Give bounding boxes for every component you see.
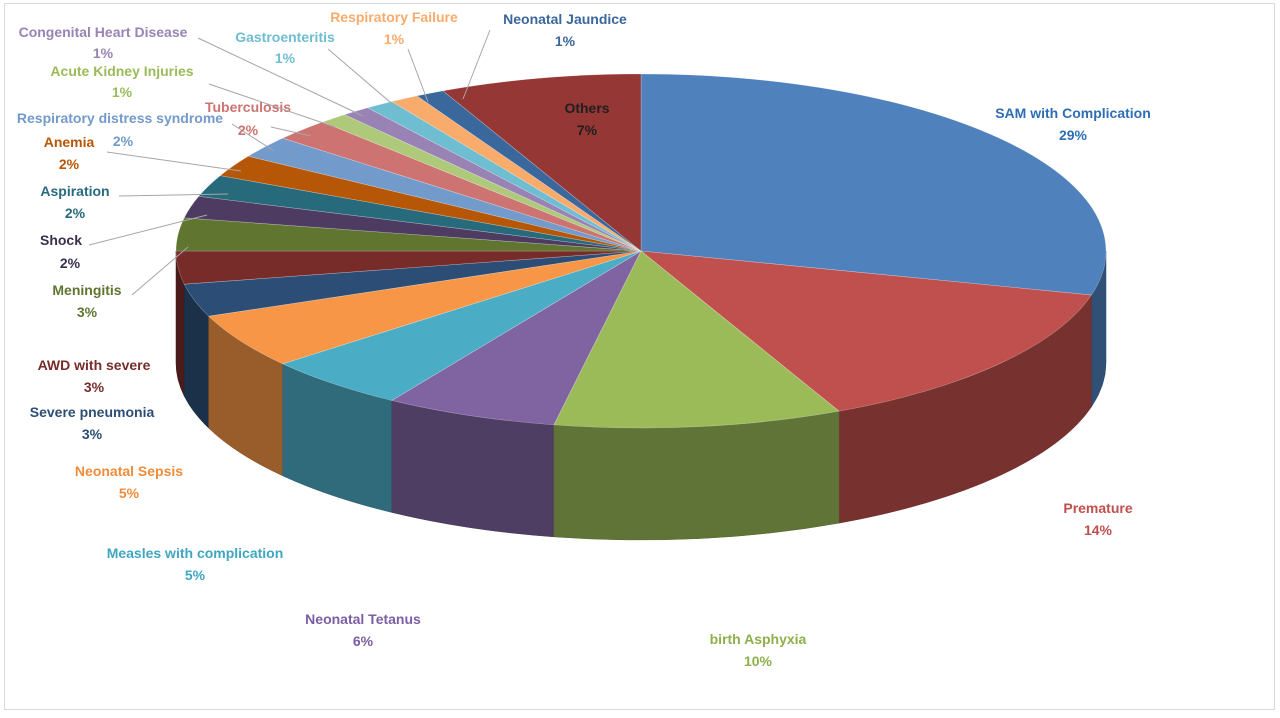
slice-percent-measles-with-complication: 5% (185, 567, 206, 583)
slice-label-premature: Premature (1063, 500, 1132, 516)
chart-frame: SAM with Complication 29% Premature 14% birt… (4, 3, 1275, 710)
pie-slice-meningitis[interactable] (175, 217, 642, 252)
slice-percent-aspiration: 2% (65, 205, 86, 221)
slice-label-birth-asphyxia: birth Asphyxia (710, 631, 807, 647)
leader-line-respiratory-failure (407, 48, 429, 103)
leader-line-shock (88, 214, 208, 246)
slice-percent-respiratory-failure: 1% (384, 31, 405, 47)
data-labels: SAM with Complication 29% Premature 14% birt… (17, 9, 1151, 669)
slice-percent-others: 7% (577, 122, 598, 138)
slice-percent-meningitis: 3% (77, 304, 98, 320)
pie-slice-severe-pneumonia[interactable] (183, 250, 642, 317)
slice-percent-sam-with-complication: 29% (1059, 127, 1088, 143)
slice-label-tuberculosis: Tuberculosis (205, 99, 291, 115)
slice-percent-tuberculosis: 2% (238, 122, 259, 138)
pie-side-birth-asphyxia (553, 410, 840, 541)
pie-slice-respiratory-failure[interactable] (391, 95, 642, 252)
slice-percent-gastroenteritis: 1% (275, 50, 296, 66)
slice-percent-neonatal-sepsis: 5% (119, 485, 140, 501)
pie-slice-others[interactable] (442, 73, 642, 252)
slice-percent-shock: 2% (60, 255, 81, 271)
slice-label-acute-kidney-injuries: Acute Kidney Injuries (50, 63, 193, 79)
leader-line-neonatal-jaundice (462, 29, 491, 100)
pie-slice-tuberculosis[interactable] (281, 121, 642, 252)
leader-line-acute-kidney-injuries (208, 83, 336, 128)
slice-label-aspiration: Aspiration (40, 183, 109, 199)
slice-percent-congenital-heart-disease: 1% (93, 45, 114, 61)
pie-slice-sam-with-complication[interactable] (640, 73, 1107, 296)
slice-percent-neonatal-jaundice: 1% (555, 33, 576, 49)
slice-label-respiratory-distress-syndrome: Respiratory distress syndrome (17, 110, 223, 126)
slice-label-shock: Shock (40, 232, 82, 248)
slice-percent-awd-with-severe: 3% (84, 379, 105, 395)
slice-percent-acute-kidney-injuries: 1% (112, 84, 133, 100)
slice-label-measles-with-complication: Measles with complication (107, 545, 284, 561)
slice-label-anemia: Anemia (44, 134, 95, 150)
pie-side-walls (175, 250, 1107, 541)
slice-percent-neonatal-tetanus: 6% (353, 633, 374, 649)
slice-label-neonatal-sepsis: Neonatal Sepsis (75, 463, 183, 479)
leader-line-aspiration (118, 193, 229, 197)
pie-slice-measles-with-complication[interactable] (281, 250, 642, 401)
leader-line-anemia (106, 151, 242, 172)
slice-label-neonatal-tetanus: Neonatal Tetanus (305, 611, 421, 627)
pie-slice-neonatal-sepsis[interactable] (208, 250, 642, 365)
slice-label-gastroenteritis: Gastroenteritis (235, 29, 335, 45)
pie-slice-neonatal-jaundice[interactable] (416, 90, 642, 252)
leader-line-meningitis (131, 246, 189, 296)
pie-slice-aspiration[interactable] (198, 175, 642, 252)
pie-slice-premature[interactable] (640, 250, 1092, 412)
leader-line-congenital-heart-disease (197, 37, 364, 117)
pie-slice-birth-asphyxia[interactable] (553, 250, 840, 429)
slice-label-awd-with-severe: AWD with severe (38, 357, 151, 373)
leader-line-gastroenteritis (327, 48, 398, 109)
slice-label-severe-pneumonia: Severe pneumonia (30, 404, 155, 420)
slice-percent-respiratory-distress-syndrome: 2% (113, 133, 134, 149)
pie-slice-congenital-heart-disease[interactable] (343, 107, 642, 252)
pie-chart: SAM with Complication 29% Premature 14% birt… (17, 9, 1151, 669)
slice-label-sam-with-complication: SAM with Complication (995, 105, 1151, 121)
slice-percent-birth-asphyxia: 10% (744, 653, 773, 669)
slice-percent-anemia: 2% (59, 156, 80, 172)
pie-slice-neonatal-tetanus[interactable] (391, 250, 642, 426)
pie-slice-awd-with-severe[interactable] (175, 250, 642, 285)
pie-slice-acute-kidney-injuries[interactable] (321, 114, 642, 252)
pie-slice-gastroenteritis[interactable] (366, 101, 642, 252)
leader-line-tuberculosis (270, 126, 312, 137)
slice-label-meningitis: Meningitis (52, 282, 121, 298)
slice-label-respiratory-failure: Respiratory Failure (330, 9, 458, 25)
slice-percent-severe-pneumonia: 3% (82, 426, 103, 442)
slice-label-others: Others (564, 100, 609, 116)
leader-line-respiratory-distress-syndrome (231, 123, 275, 152)
pie-slice-shock[interactable] (183, 195, 642, 252)
slice-label-congenital-heart-disease: Congenital Heart Disease (19, 24, 188, 40)
pie-slice-anemia[interactable] (219, 155, 642, 252)
slice-percent-premature: 14% (1084, 522, 1113, 538)
slice-label-neonatal-jaundice: Neonatal Jaundice (503, 11, 627, 27)
pie-slice-respiratory-distress-syndrome[interactable] (247, 137, 642, 252)
pie-top (175, 73, 1107, 429)
